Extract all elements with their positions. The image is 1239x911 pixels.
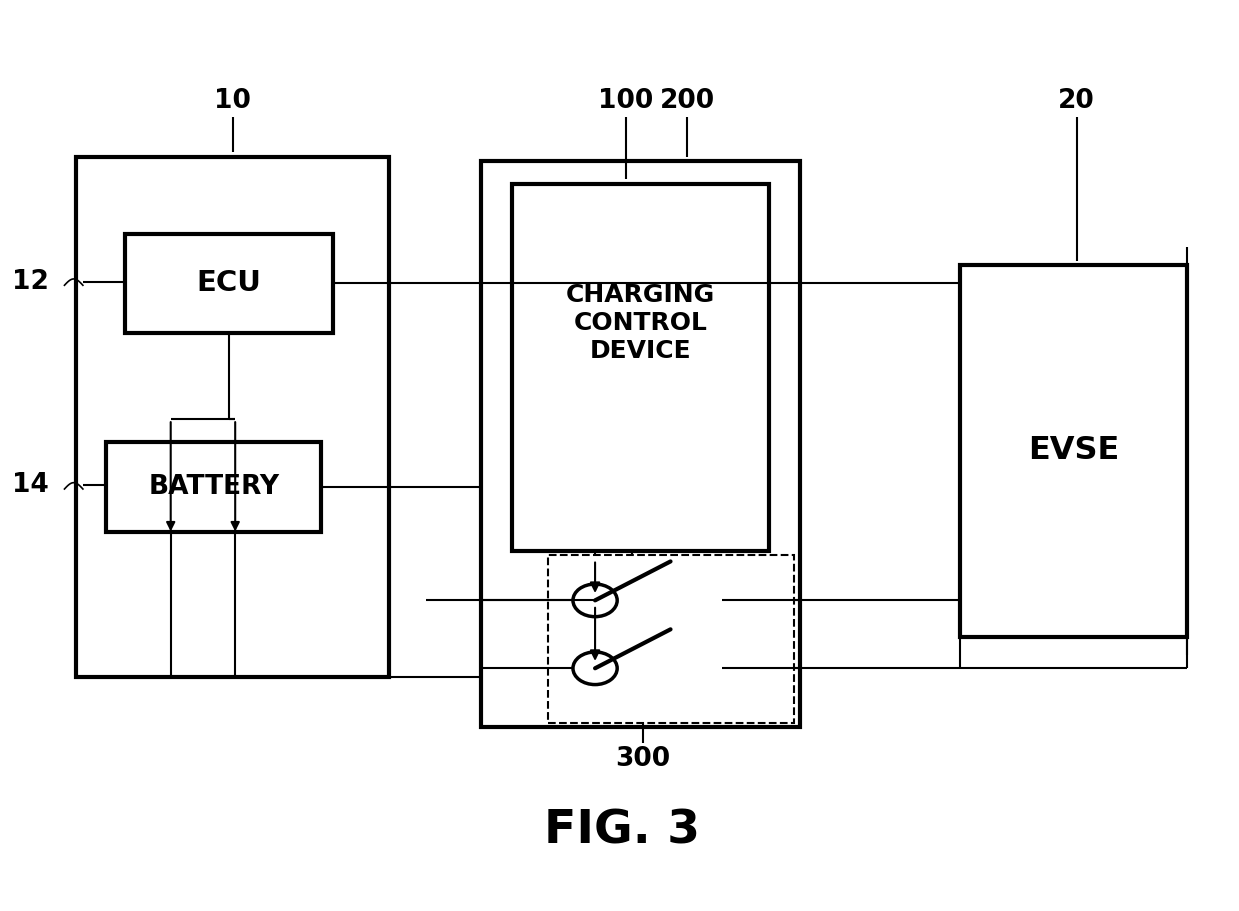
Bar bbox=[76, 157, 389, 678]
Text: BATTERY: BATTERY bbox=[149, 475, 279, 500]
Text: 300: 300 bbox=[616, 746, 670, 772]
Text: 20: 20 bbox=[1058, 87, 1095, 114]
Text: 100: 100 bbox=[598, 87, 653, 114]
Bar bbox=[107, 442, 321, 532]
Bar bbox=[481, 161, 800, 727]
Text: ECU: ECU bbox=[197, 270, 261, 298]
Text: 10: 10 bbox=[214, 87, 252, 114]
Text: FIG. 3: FIG. 3 bbox=[544, 809, 700, 854]
Bar bbox=[512, 184, 769, 550]
Bar bbox=[125, 233, 333, 333]
Text: 12: 12 bbox=[11, 269, 48, 294]
Text: EVSE: EVSE bbox=[1028, 435, 1119, 466]
Text: 200: 200 bbox=[659, 87, 715, 114]
Text: CHARGING
CONTROL
DEVICE: CHARGING CONTROL DEVICE bbox=[566, 283, 715, 363]
Text: 14: 14 bbox=[11, 473, 48, 498]
Bar bbox=[960, 265, 1187, 637]
Bar bbox=[549, 555, 794, 722]
